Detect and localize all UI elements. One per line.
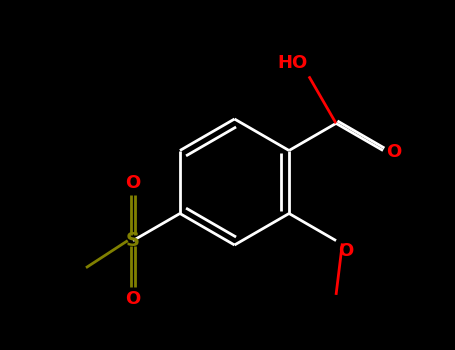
Text: O: O	[125, 289, 141, 308]
Text: S: S	[126, 231, 140, 250]
Text: O: O	[387, 143, 402, 161]
Text: O: O	[125, 174, 141, 192]
Text: O: O	[338, 242, 353, 260]
Text: HO: HO	[277, 54, 307, 72]
